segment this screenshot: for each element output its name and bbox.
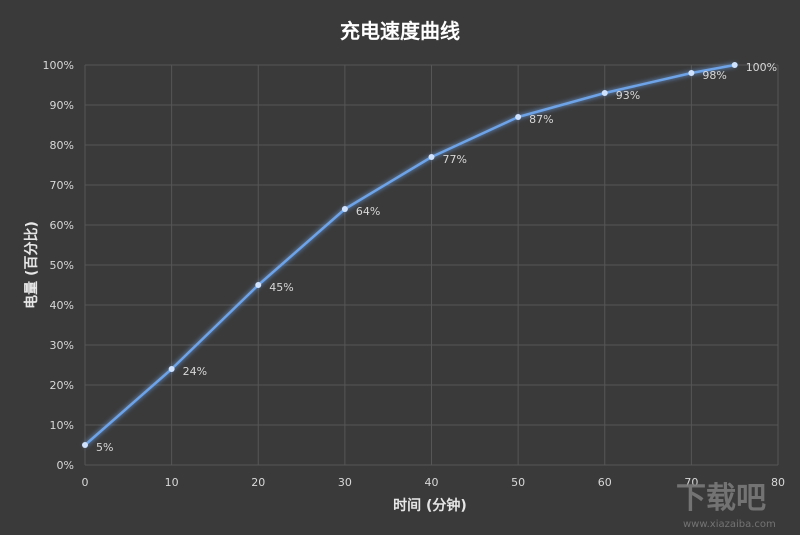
watermark: 下载吧 www.xiazaiba.com <box>676 481 776 530</box>
y-tick-label: 0% <box>57 459 74 472</box>
y-tick-label: 70% <box>50 179 74 192</box>
data-label: 64% <box>356 205 380 218</box>
data-label: 24% <box>183 365 207 378</box>
watermark-url: www.xiazaiba.com <box>683 519 776 530</box>
y-tick-label: 20% <box>50 379 74 392</box>
y-tick-label: 60% <box>50 219 74 232</box>
x-tick-label: 10 <box>165 476 179 489</box>
data-label: 98% <box>702 69 726 82</box>
data-label: 87% <box>529 113 553 126</box>
y-axis-title: 电量 (百分比) <box>23 221 40 309</box>
y-tick-label: 50% <box>50 259 74 272</box>
x-tick-label: 30 <box>338 476 352 489</box>
series-1 <box>82 62 738 448</box>
data-labels: 5% 24% 45% 64% 77% 87% 93% 98% 100% <box>96 61 777 454</box>
data-point <box>341 206 348 212</box>
x-tick-label: 40 <box>425 476 439 489</box>
y-tick-label: 10% <box>50 419 74 432</box>
data-point <box>82 442 88 448</box>
watermark-text: 下载吧 <box>676 481 766 516</box>
data-label: 77% <box>443 153 467 166</box>
data-point <box>515 114 522 120</box>
x-tick-label: 0 <box>82 476 89 489</box>
data-label: 100% <box>746 61 777 74</box>
y-tick-label: 100% <box>43 59 74 72</box>
y-tick-label: 80% <box>50 139 74 152</box>
x-axis-ticks: 0 10 20 30 40 50 60 70 80 <box>82 476 786 489</box>
data-point <box>688 70 695 76</box>
y-tick-label: 90% <box>50 99 74 112</box>
x-tick-label: 70 <box>684 476 698 489</box>
data-label: 45% <box>269 281 293 294</box>
data-label: 5% <box>96 441 113 454</box>
series-line <box>83 63 736 447</box>
data-label: 93% <box>616 89 640 102</box>
x-axis-title: 时间 (分钟) <box>393 497 467 514</box>
grid <box>84 64 779 466</box>
data-point <box>428 154 435 160</box>
x-tick-label: 50 <box>511 476 525 489</box>
data-point <box>731 62 738 68</box>
x-tick-label: 60 <box>598 476 612 489</box>
chart-title: 充电速度曲线 <box>340 19 460 43</box>
y-tick-label: 40% <box>50 299 74 312</box>
x-tick-label: 20 <box>251 476 265 489</box>
data-point <box>601 90 608 96</box>
data-point <box>168 366 175 372</box>
x-tick-label: 80 <box>771 476 785 489</box>
data-point <box>255 282 262 288</box>
y-axis-ticks: 0% 10% 20% 30% 40% 50% 60% 70% 80% 90% 100% <box>43 59 74 472</box>
y-tick-label: 30% <box>50 339 74 352</box>
